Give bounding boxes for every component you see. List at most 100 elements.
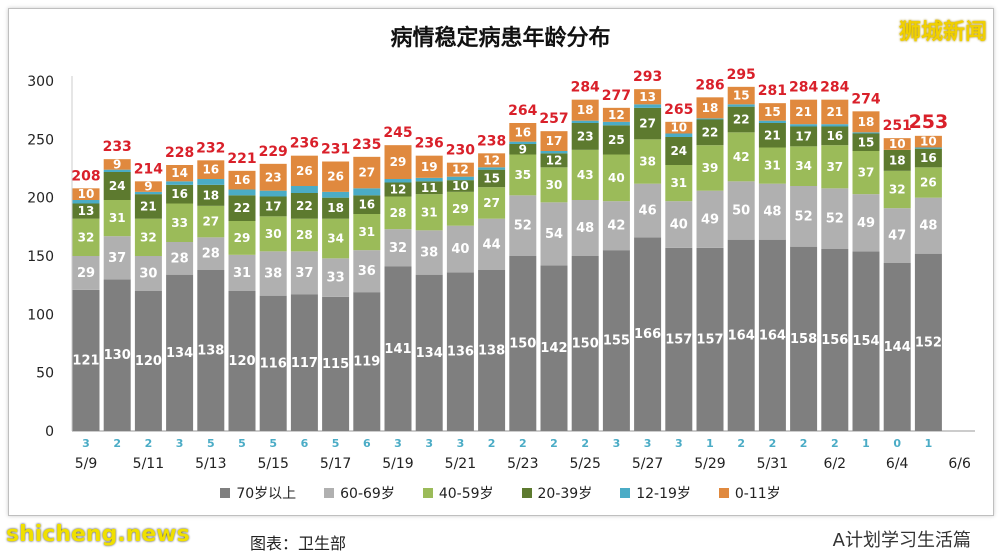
bar-segment [259, 295, 287, 431]
bar-segment [134, 291, 162, 431]
bar-segment [727, 86, 755, 105]
legend-item: 60-69岁 [324, 483, 395, 503]
bar-segment [727, 106, 755, 133]
bar-segment [415, 230, 443, 275]
bar-segment [103, 172, 131, 200]
total-label: 235 [352, 137, 381, 153]
bar-segment [259, 190, 287, 197]
data-label: 54 [545, 227, 563, 242]
bar-segment [228, 170, 256, 190]
total-label: 231 [321, 142, 350, 158]
data-label: 46 [639, 204, 657, 219]
data-label: 18 [202, 188, 219, 202]
bar-segment [852, 133, 880, 151]
x-tick-label: 5/19 [382, 456, 413, 472]
bar-segment [509, 141, 537, 144]
data-label: 31 [670, 176, 687, 190]
bar-segment [415, 181, 443, 195]
legend-label: 60-69岁 [340, 486, 395, 502]
bar-segment [384, 196, 412, 230]
bar-segment [696, 119, 724, 146]
bar-segment [852, 111, 880, 133]
data-label-12-19: 6 [301, 437, 309, 450]
bar-segment [197, 184, 225, 206]
data-label: 164 [728, 328, 755, 343]
data-label: 30 [265, 227, 282, 241]
data-label: 31 [764, 159, 781, 173]
bar-segment [540, 202, 568, 266]
bar-segment [166, 242, 194, 275]
bar-segment [478, 187, 506, 219]
data-label-12-19: 3 [644, 437, 652, 450]
bar-segment [758, 120, 786, 123]
data-label: 27 [202, 215, 219, 229]
bar-segment [634, 139, 662, 184]
bar-segment [540, 153, 568, 168]
data-label-12-19: 3 [613, 437, 621, 450]
data-label: 28 [296, 228, 313, 242]
data-label: 34 [327, 232, 344, 246]
bar-segment [103, 236, 131, 280]
bar-segment [446, 162, 474, 177]
bar-segment [290, 155, 318, 186]
data-label: 29 [452, 202, 469, 216]
bar-segment [415, 194, 443, 231]
total-label: 221 [227, 151, 256, 167]
bar-segment [103, 200, 131, 237]
total-label: 277 [602, 88, 631, 104]
legend-swatch [220, 488, 231, 498]
data-label: 32 [889, 183, 906, 197]
bar-segment [602, 201, 630, 251]
bar-segment [727, 181, 755, 240]
data-label: 49 [701, 212, 719, 227]
bar-segment [103, 169, 131, 172]
data-label: 27 [358, 166, 375, 180]
bar-segment [290, 186, 318, 193]
data-label: 157 [696, 332, 723, 347]
data-label: 38 [639, 155, 656, 169]
bar-segment [852, 194, 880, 252]
bar-segment [415, 177, 443, 182]
bar-segment [914, 135, 942, 148]
bar-segment [290, 294, 318, 431]
total-label: 230 [446, 143, 475, 159]
bar-segment [602, 121, 630, 126]
total-label: 214 [134, 161, 163, 177]
data-label: 10 [920, 135, 937, 149]
data-label: 130 [104, 348, 131, 363]
bar-segment [665, 137, 693, 165]
bar-segment [696, 247, 724, 431]
x-tick-label: 5/27 [632, 456, 663, 472]
bar-segment [228, 189, 256, 196]
bar-segment [134, 181, 162, 192]
data-label: 16 [202, 163, 219, 177]
bar-segment [384, 182, 412, 197]
data-label: 142 [540, 341, 567, 356]
bar-segment [914, 147, 942, 149]
x-tick-label: 5/9 [75, 456, 98, 472]
total-label: 264 [508, 103, 537, 119]
data-label: 15 [733, 89, 750, 103]
data-label: 32 [389, 241, 407, 256]
bar-segment [790, 146, 818, 186]
bar-segment [696, 145, 724, 191]
legend-item: 70岁以上 [220, 483, 296, 503]
total-label: 284 [820, 80, 849, 96]
bar-segment [914, 197, 942, 254]
bar-segment [415, 274, 443, 431]
bar-segment [665, 165, 693, 202]
x-tick-label: 5/21 [445, 456, 476, 472]
data-label: 33 [171, 216, 188, 230]
bar-segment [353, 156, 381, 189]
total-label: 229 [259, 144, 288, 160]
data-label: 30 [139, 267, 157, 282]
y-tick-label: 250 [27, 132, 54, 148]
data-label: 115 [322, 357, 349, 372]
data-label-12-19: 5 [207, 437, 215, 450]
bar-segment [821, 126, 849, 146]
data-label: 37 [858, 166, 875, 180]
total-label: 228 [165, 145, 194, 161]
bar-segment [103, 159, 131, 170]
bar-segment [571, 256, 599, 431]
bar-segment [322, 161, 350, 192]
